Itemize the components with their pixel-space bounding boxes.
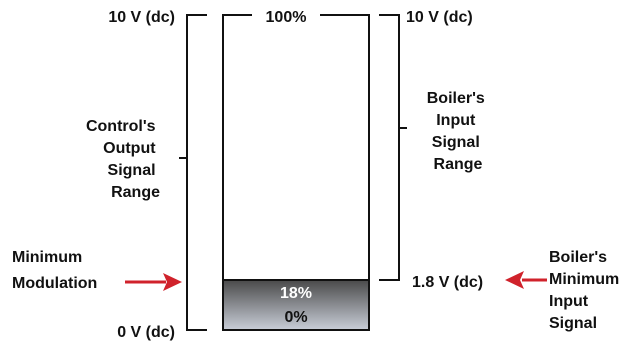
minimum-modulation-fill — [223, 280, 369, 330]
red-arrow-left-icon — [505, 271, 547, 289]
right-range-line: Range — [434, 156, 483, 173]
minimum-modulation-label: Minimum Modulation — [12, 249, 97, 292]
boiler-minimum-input-label: Boiler's Minimum Input Signal — [549, 249, 624, 332]
boiler-minimum-line: Minimum — [549, 271, 619, 288]
minimum-modulation-line: Minimum — [12, 249, 82, 266]
left-range-label: Control's Output Signal Range — [86, 118, 160, 201]
top-percent-label-bg — [252, 5, 320, 27]
left-range-line: Signal — [108, 162, 156, 179]
left-top-voltage: 10 V (dc) — [108, 9, 175, 26]
right-top-voltage: 10 V (dc) — [406, 9, 473, 26]
bar-bottom-label: 0% — [284, 309, 307, 326]
right-range-line: Signal — [432, 134, 480, 151]
minimum-modulation-line: Modulation — [12, 275, 97, 292]
left-range-line: Control's — [86, 118, 156, 135]
left-bracket — [179, 14, 207, 331]
red-arrow-right-icon — [125, 273, 182, 291]
bar-top-label: 100% — [266, 9, 307, 26]
left-range-line: Range — [111, 184, 160, 201]
boiler-minimum-line: Boiler's — [549, 249, 607, 266]
boiler-minimum-line: Signal — [549, 315, 597, 332]
right-range-line: Input — [436, 112, 476, 129]
bar-min-label: 18% — [280, 285, 312, 302]
right-bracket — [379, 14, 407, 281]
left-range-line: Output — [103, 140, 156, 157]
right-range-label: Boiler's Input Signal Range — [427, 90, 490, 173]
left-bottom-voltage: 0 V (dc) — [117, 324, 175, 341]
boiler-minimum-line: Input — [549, 293, 589, 310]
right-min-voltage: 1.8 V (dc) — [412, 274, 483, 291]
right-range-line: Boiler's — [427, 90, 485, 107]
